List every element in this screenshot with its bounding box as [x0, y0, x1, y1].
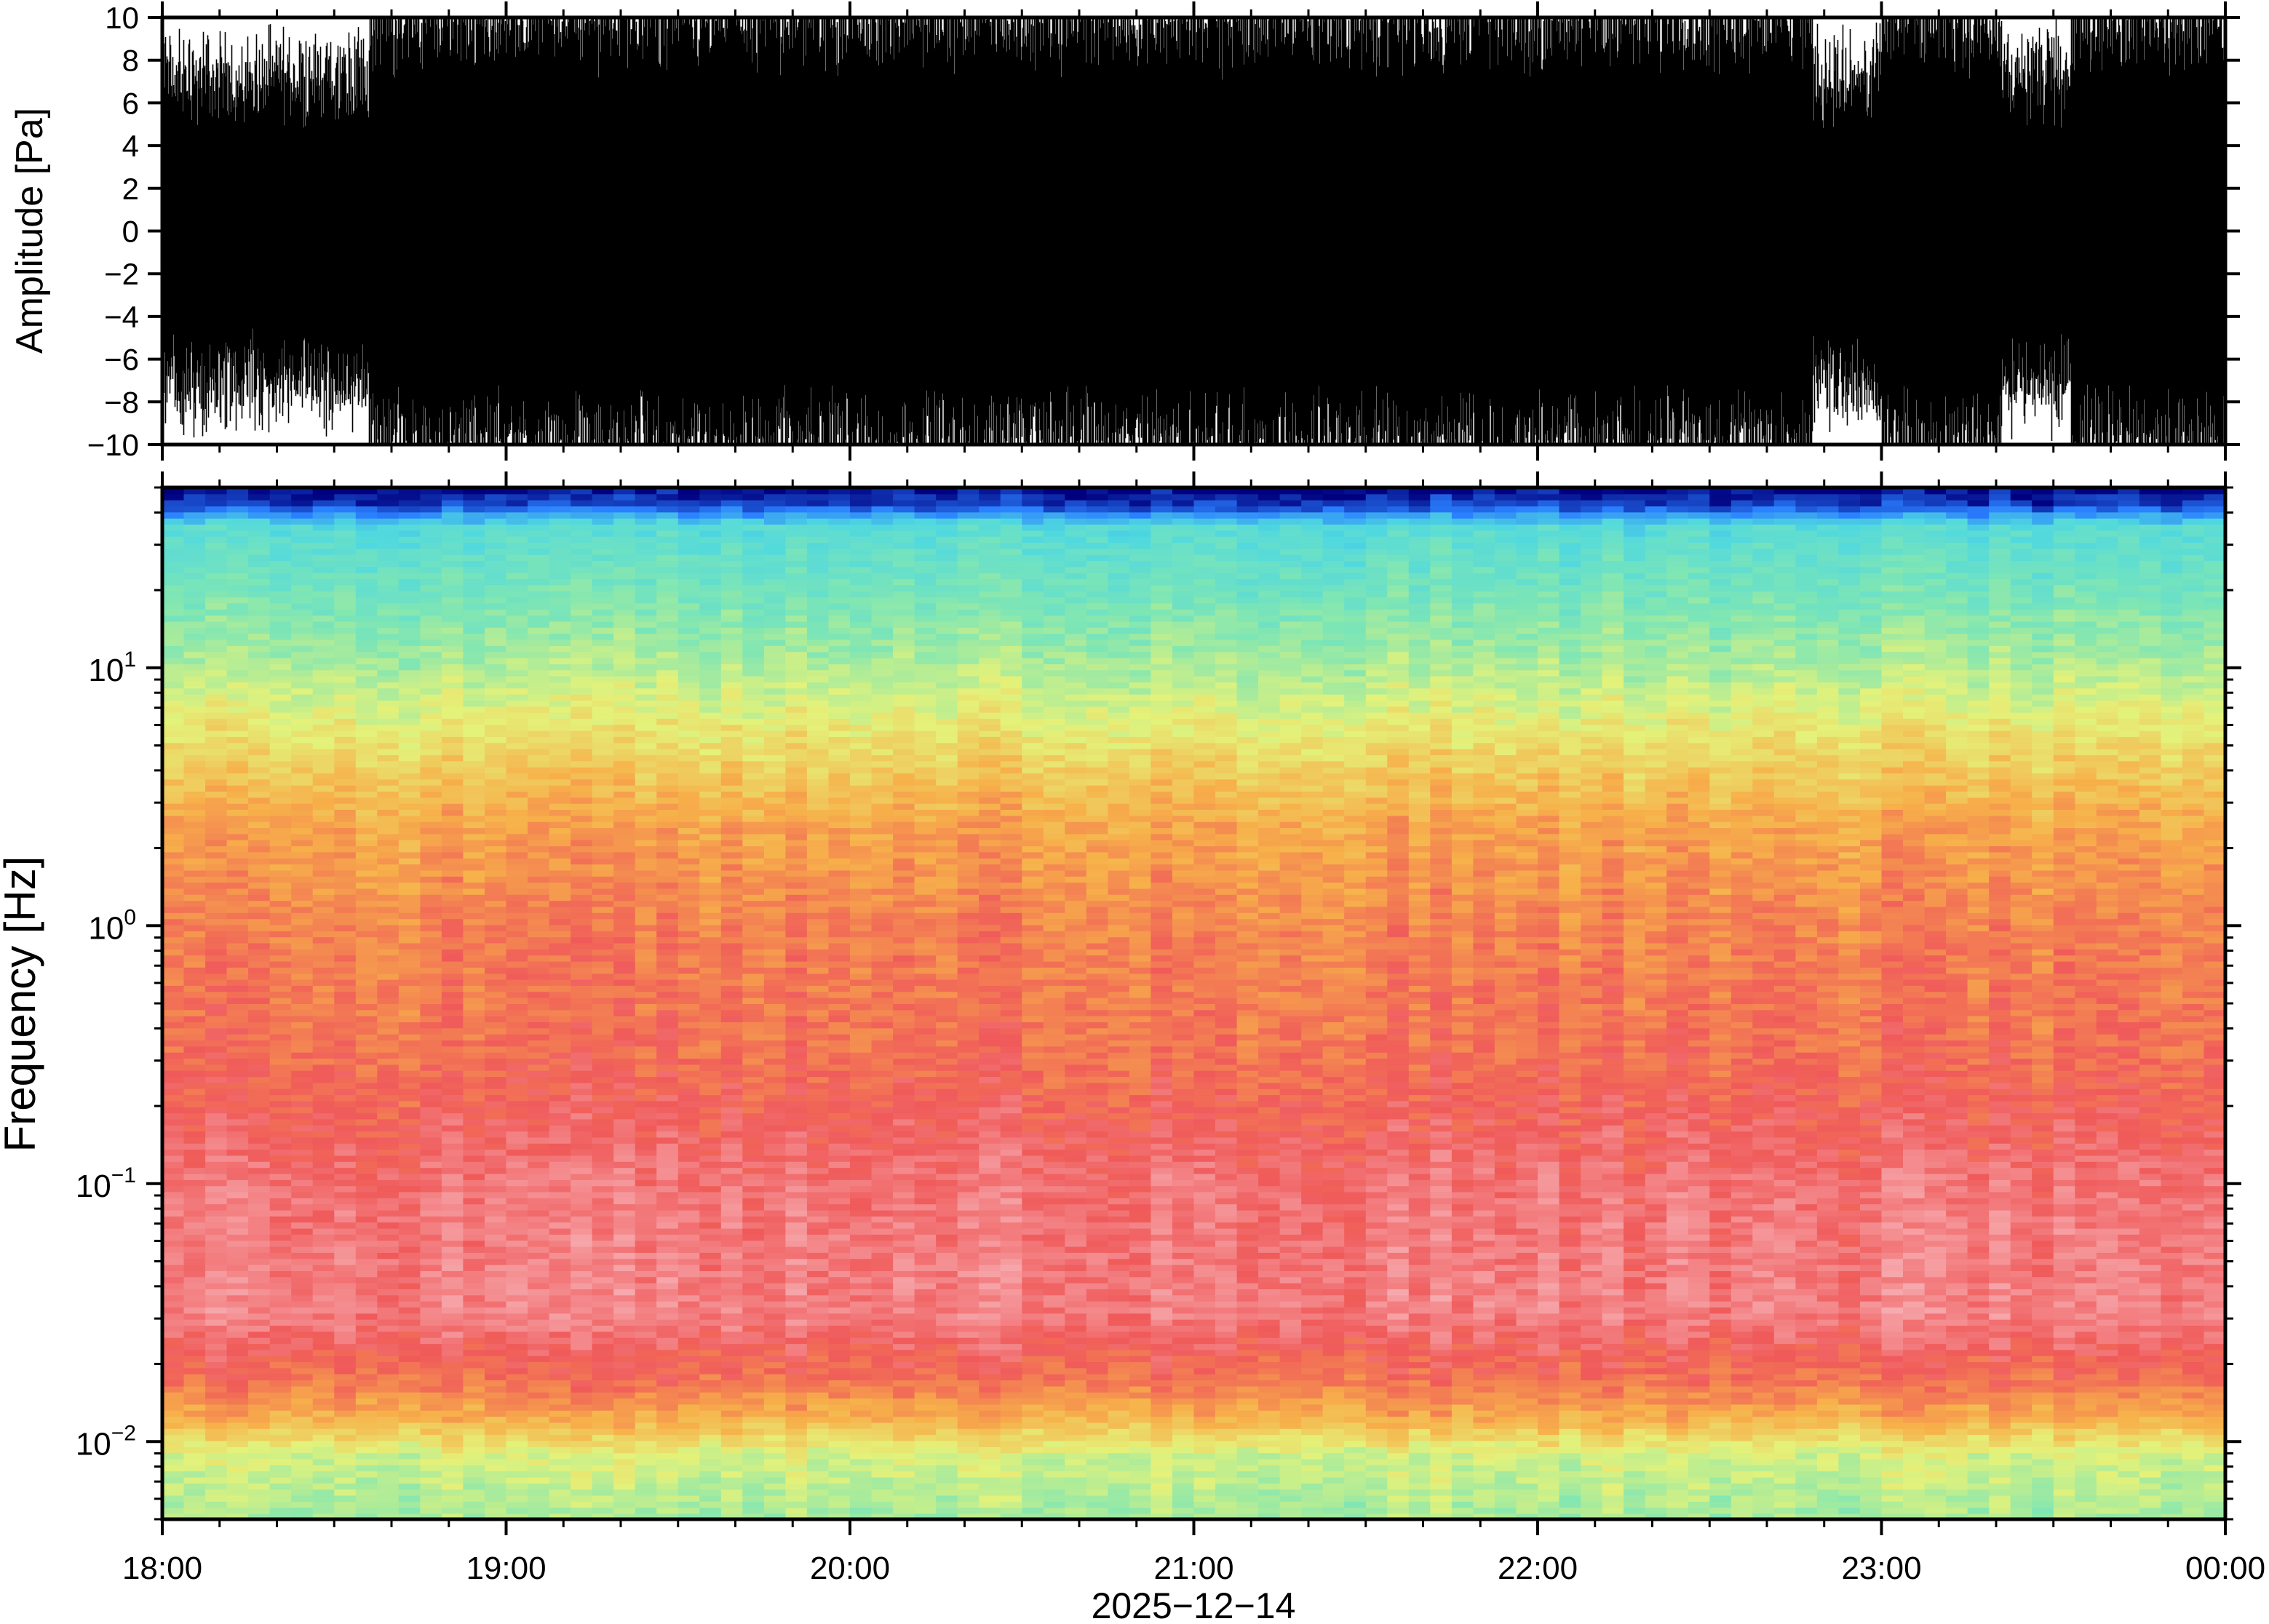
amplitude-axis-label: Amplitude [Pa]: [9, 108, 51, 354]
waveform-trace: [162, 17, 2225, 445]
time-tick-label: 19:00: [466, 1551, 546, 1586]
time-tick-label: 21:00: [1153, 1551, 1233, 1586]
amplitude-tick-label: 2: [122, 172, 139, 206]
spectrogram-cells: [162, 487, 2225, 1519]
time-axis: 18:00 19:00 20:00 21:00 22:00 23:00 00:00: [122, 471, 2265, 1586]
time-tick-label: 20:00: [810, 1551, 890, 1586]
waveform-core: [162, 146, 2225, 295]
time-tick-label: 18:00: [122, 1551, 202, 1586]
frequency-axis: 10−2 10−1 100 101: [76, 486, 2241, 1521]
frequency-tick-label: 101: [88, 648, 136, 688]
amplitude-tick-label: −6: [104, 343, 139, 377]
time-tick-label: 00:00: [2185, 1551, 2265, 1586]
date-label: 2025−12−14: [1092, 1585, 1296, 1624]
frequency-tick-label: 10−2: [76, 1421, 136, 1462]
amplitude-tick-label: 0: [122, 215, 139, 249]
frequency-axis-label: Frequency [Hz]: [0, 856, 44, 1153]
amplitude-tick-label: −2: [104, 257, 139, 291]
amplitude-tick-label: 6: [122, 86, 139, 120]
amplitude-tick-label: −4: [104, 300, 139, 334]
time-tick-label: 22:00: [1498, 1551, 1578, 1586]
amplitude-tick-label: 4: [122, 129, 139, 163]
waveform-time-ticks: [161, 1, 2227, 461]
amplitude-axis: 10 8 6 4 2 0 −2 −4 −6 −8 −10: [87, 1, 2240, 462]
amplitude-tick-label: 10: [105, 1, 139, 35]
time-tick-label: 23:00: [1841, 1551, 1921, 1586]
frequency-tick-label: 100: [88, 905, 136, 946]
waveform-panel: 10 8 6 4 2 0 −2 −4 −6 −8 −10 Amplitude [Pa]: [9, 1, 2240, 462]
amplitude-tick-label: −8: [104, 385, 139, 419]
frequency-tick-label: 10−1: [76, 1163, 136, 1204]
amplitude-tick-label: 8: [122, 44, 139, 78]
amplitude-tick-label: −10: [87, 428, 139, 462]
spectrogram-panel: 10−2 10−1 100 101 18:00 19:00 20:00 21:00 22:00…: [0, 471, 2265, 1624]
spectrogram-heatmap: [162, 487, 2225, 1519]
